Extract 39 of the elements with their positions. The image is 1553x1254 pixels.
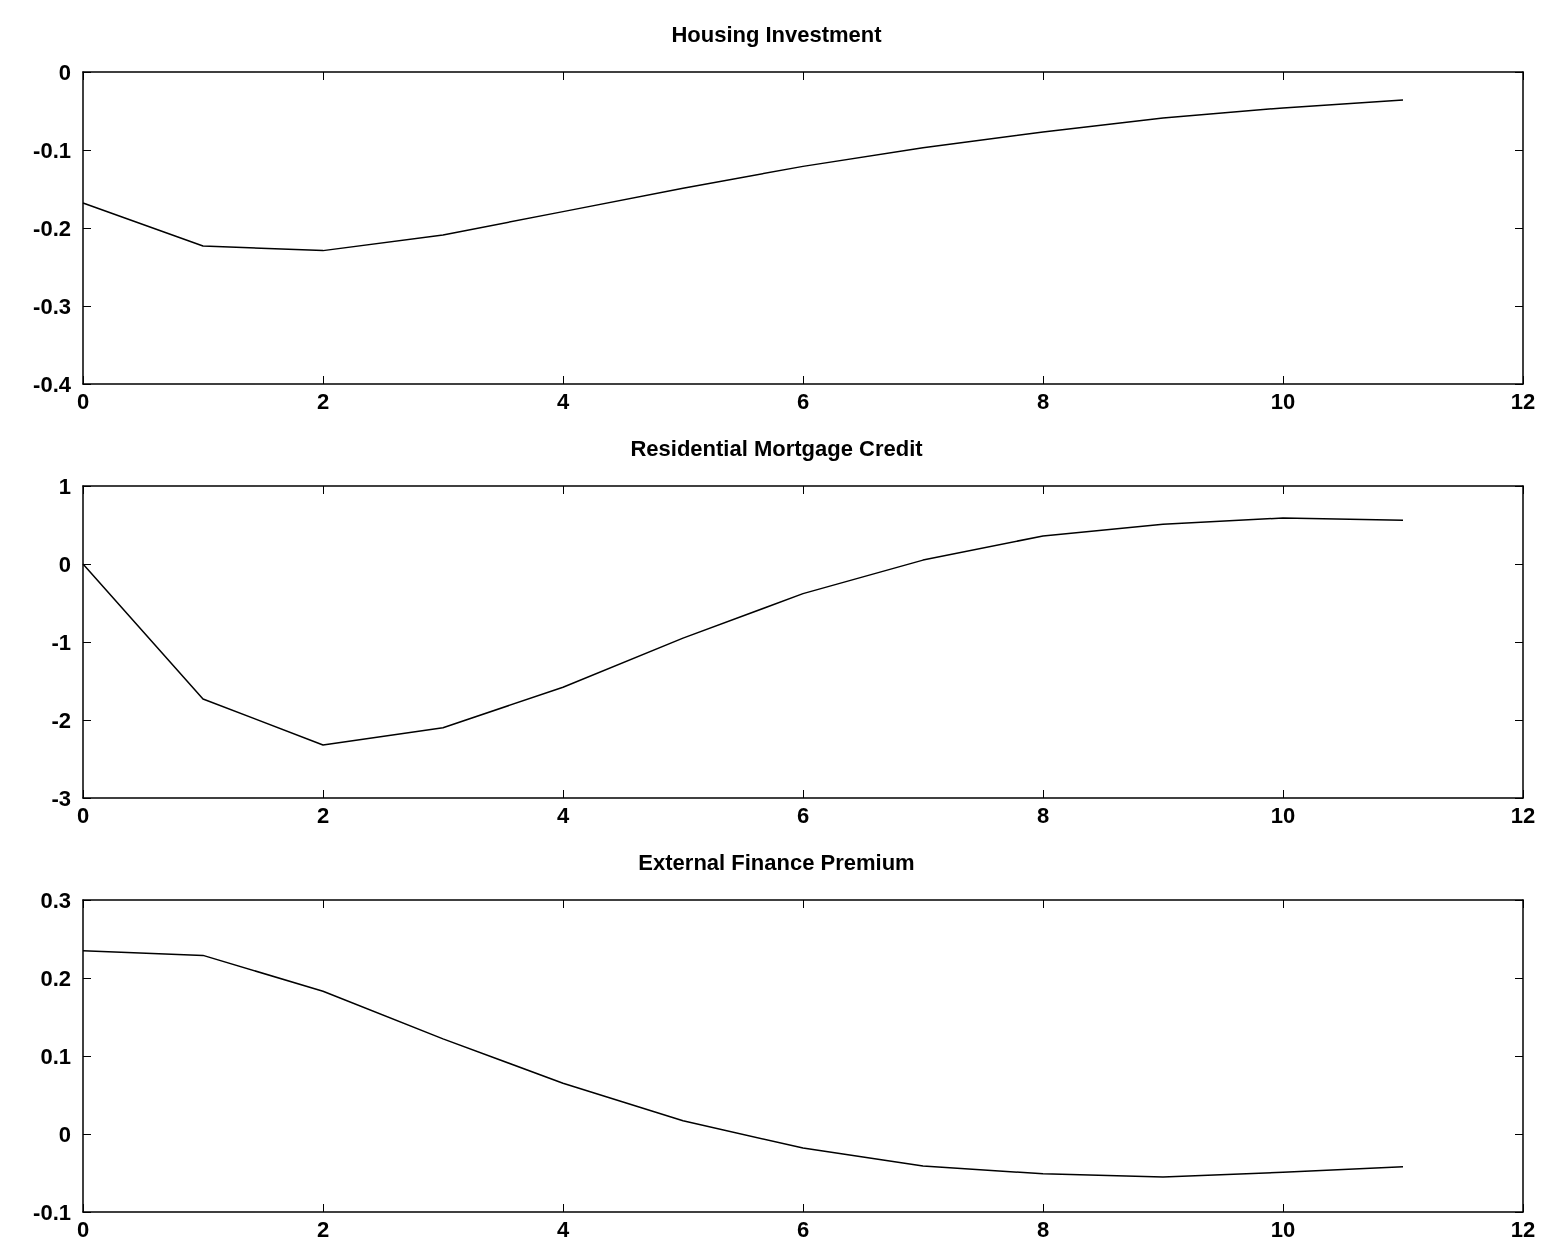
y-tick-label: 0.2 xyxy=(40,965,71,991)
x-tick-label: 2 xyxy=(316,802,330,828)
x-tick-label: 2 xyxy=(316,1216,330,1242)
x-tick-label: 4 xyxy=(556,1216,570,1242)
x-tick-label: 4 xyxy=(556,388,570,414)
chart-title: External Finance Premium xyxy=(638,849,915,875)
y-tick-label: 0 xyxy=(58,59,71,85)
y-tick-label: -0.1 xyxy=(33,137,71,163)
y-tick-label: -2 xyxy=(51,707,71,733)
x-tick-label: 8 xyxy=(1036,388,1050,414)
x-tick-label: 10 xyxy=(1270,802,1296,828)
x-tick-label: 4 xyxy=(556,802,570,828)
y-tick-label: 0 xyxy=(58,1121,71,1147)
x-tick-label: 12 xyxy=(1510,802,1536,828)
y-tick-label: 0.1 xyxy=(40,1043,71,1069)
y-tick-label: -1 xyxy=(51,629,71,655)
x-tick-label: 0 xyxy=(76,388,90,414)
x-tick-label: 12 xyxy=(1510,388,1536,414)
x-tick-label: 8 xyxy=(1036,1216,1050,1242)
x-tick-label: 6 xyxy=(796,1216,810,1242)
y-tick-label: -0.2 xyxy=(33,215,71,241)
x-tick-label: 0 xyxy=(76,802,90,828)
x-tick-label: 10 xyxy=(1270,1216,1296,1242)
y-tick-label: -0.3 xyxy=(33,293,71,319)
chart-title: Housing Investment xyxy=(671,21,883,47)
x-tick-label: 6 xyxy=(796,388,810,414)
y-tick-label: -0.4 xyxy=(33,371,72,397)
y-tick-label: 1 xyxy=(58,473,71,499)
x-tick-label: 8 xyxy=(1036,802,1050,828)
y-tick-label: -3 xyxy=(51,785,71,811)
x-tick-label: 12 xyxy=(1510,1216,1536,1242)
x-tick-label: 0 xyxy=(76,1216,90,1242)
chart-title: Residential Mortgage Credit xyxy=(630,435,924,461)
y-tick-label: -0.1 xyxy=(33,1199,71,1225)
y-tick-label: 0.3 xyxy=(40,887,71,913)
x-tick-label: 2 xyxy=(316,388,330,414)
x-tick-label: 6 xyxy=(796,802,810,828)
y-tick-label: 0 xyxy=(58,551,71,577)
x-tick-label: 10 xyxy=(1270,388,1296,414)
